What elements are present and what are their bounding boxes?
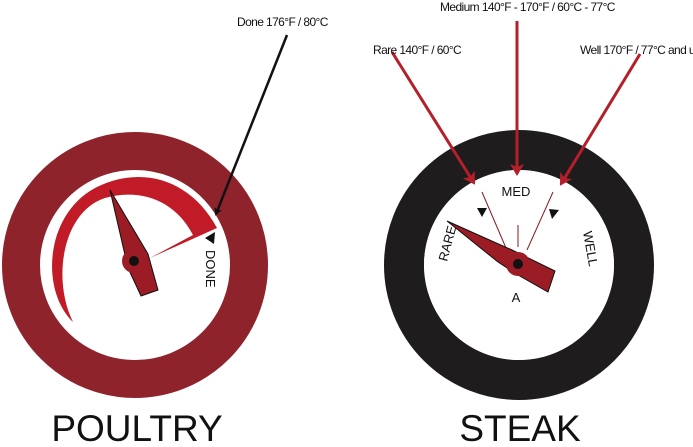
steak-marker-right-icon bbox=[549, 209, 559, 219]
steak-rare-callout: Rare 140°F / 60°C bbox=[373, 43, 462, 57]
steak-ring bbox=[384, 130, 654, 400]
steak-medium-callout: Medium 140°F - 170°F / 60°C - 77°C bbox=[440, 0, 616, 14]
poultry-done-marker-icon bbox=[205, 232, 215, 244]
steak-med-label: MED bbox=[502, 184, 531, 199]
poultry-done-label: DONE bbox=[203, 250, 218, 288]
steak-dial: MED RARE WELL A Rare 140°F / 60°C Medium… bbox=[373, 0, 693, 447]
steak-bottom-label: A bbox=[512, 290, 521, 305]
steak-well-tick bbox=[526, 191, 554, 251]
poultry-dial: DONE Done 176°F / 80°C POULTRY bbox=[2, 15, 329, 447]
poultry-ring bbox=[2, 132, 268, 398]
poultry-callout-arrow bbox=[214, 34, 289, 216]
steak-rare-arrow bbox=[390, 51, 476, 185]
steak-well-arrow bbox=[559, 53, 642, 186]
poultry-title: POULTRY bbox=[51, 408, 222, 447]
steak-hub-pin bbox=[513, 259, 523, 269]
steak-well-label: WELL bbox=[580, 230, 601, 267]
steak-rare-tick bbox=[481, 191, 507, 249]
steak-well-callout: Well 170°F / 77°C and up bbox=[580, 43, 693, 57]
steak-needle bbox=[446, 220, 556, 293]
steak-marker-left-icon bbox=[477, 208, 487, 217]
poultry-callout-label: Done 176°F / 80°C bbox=[237, 15, 329, 29]
poultry-hub-pin bbox=[129, 256, 139, 266]
steak-title: STEAK bbox=[459, 408, 581, 447]
